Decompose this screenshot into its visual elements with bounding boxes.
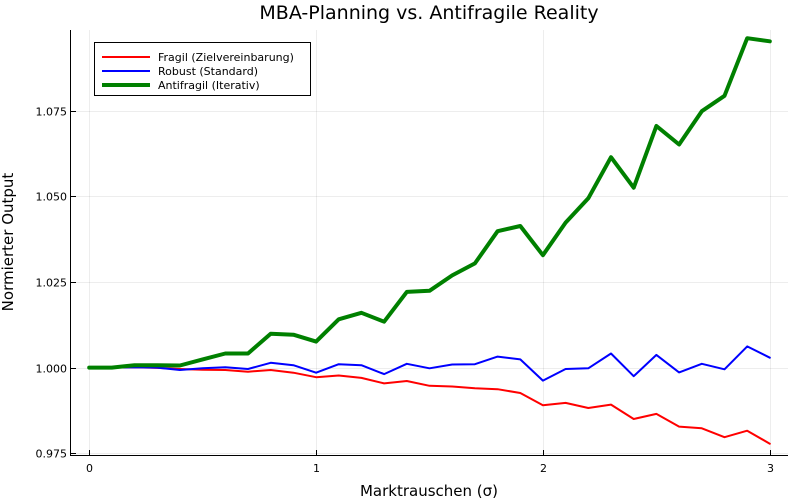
- axes: [70, 30, 788, 456]
- ticks: 0 1 2 3 0.975 1.000 1.025 1.050 1.075: [36, 106, 775, 476]
- series-line-fragil: [88, 366, 771, 445]
- legend-label-antifragil: Antifragil (Iterativ): [158, 79, 260, 92]
- y-tick-label: 1.025: [36, 277, 68, 290]
- legend: Fragil (Zielvereinbarung) Robust (Standa…: [94, 42, 311, 96]
- series-line-antifragil: [87, 36, 772, 370]
- x-tick-label: 3: [767, 462, 774, 475]
- x-tick-label: 2: [540, 462, 547, 475]
- series-layer: [87, 36, 772, 445]
- x-tick-label: 0: [86, 462, 93, 475]
- y-tick-label: 1.075: [36, 106, 68, 119]
- x-tick-label: 1: [313, 462, 320, 475]
- legend-label-robust: Robust (Standard): [158, 65, 258, 78]
- x-axis-label: Marktrauschen (σ): [360, 482, 498, 500]
- y-tick-label: 1.000: [36, 363, 68, 376]
- legend-label-fragil: Fragil (Zielvereinbarung): [158, 51, 294, 64]
- series-line-robust: [88, 345, 771, 382]
- y-axis-label: Normierter Output: [0, 173, 17, 312]
- y-tick-label: 1.050: [36, 191, 68, 204]
- chart-title: MBA-Planning vs. Antifragile Reality: [259, 2, 598, 24]
- y-tick-label: 0.975: [36, 448, 68, 461]
